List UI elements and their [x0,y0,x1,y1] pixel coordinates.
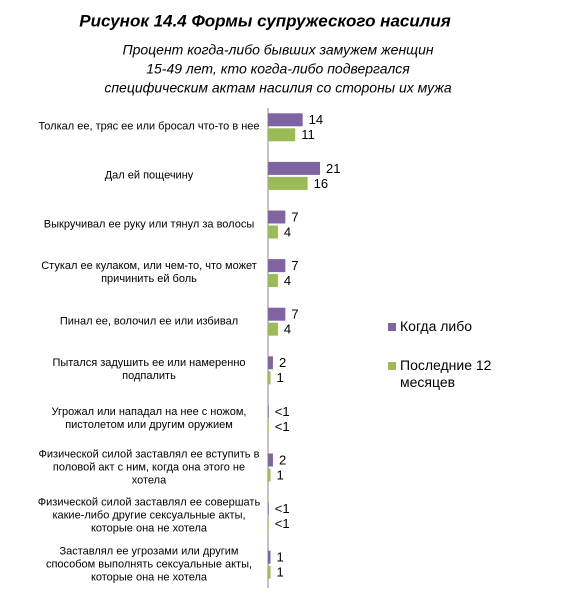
value-label: 7 [291,307,298,322]
bar [268,259,286,273]
chart-title: Рисунок 14.4 Формы супружеского насилия [79,11,450,30]
bar [268,322,278,336]
bar [268,453,273,467]
legend-label: Последние 12 месяцев [400,357,492,390]
subtitle: 15-49 лет, кто когда-либо подвергался [146,61,410,77]
value-label: <1 [275,501,290,516]
value-label: <1 [275,404,290,419]
category-label: Физической силой заставлял ее совершать … [37,496,261,535]
value-label: 7 [291,209,298,224]
value-label: 7 [291,258,298,273]
bar [268,113,303,127]
bar [268,307,286,321]
category-label: Дал ей пощечину [104,169,194,182]
bar [268,274,278,288]
category-label: Толкал ее, тряс ее или бросал что-то в н… [38,120,260,133]
bar [268,225,278,239]
value-label: 14 [309,112,323,127]
value-label: <1 [275,516,290,531]
category-label: Выкручивал ее руку или тянул за волосы [43,218,255,230]
category-label: Заставлял ее угрозами или другим способо… [45,545,253,584]
bar [268,565,271,579]
subtitle: специфическим актам насилия со стороны и… [104,80,452,96]
bar [268,210,286,224]
category-label: Физической силой заставлял ее вступить в… [38,448,260,486]
category-label: Угрожал или нападал на нее с ножом, пист… [51,405,247,431]
subtitle: Процент когда-либо бывших замужем женщин [122,42,433,58]
legend-swatch [388,323,396,331]
bar [268,517,269,531]
value-label: <1 [275,419,290,434]
bar [268,550,271,564]
category-label: Пинал ее, волочил ее или избивал [59,315,239,328]
bar [268,468,271,482]
legend-label: Когда либо [400,318,473,334]
value-label: 21 [326,161,340,176]
value-label: 2 [279,452,286,467]
bar [268,176,308,190]
value-label: 11 [301,127,315,142]
value-label: 1 [276,370,283,385]
value-label: 16 [314,176,328,191]
value-label: 1 [276,565,283,580]
bar [268,404,269,418]
bar [268,371,271,385]
bar [268,356,273,370]
bar [268,419,269,433]
value-label: 1 [276,467,283,482]
value-label: 4 [284,322,291,337]
value-label: 4 [284,273,291,288]
legend-swatch [388,362,396,370]
value-label: 2 [279,355,286,370]
value-label: 1 [276,550,283,565]
category-label: Пытался задушить ее или намеренно подпал… [52,357,246,383]
value-label: 4 [284,224,291,239]
bar [268,128,296,142]
category-label: Стукал ее кулаком, или чем-то, что может… [41,260,257,286]
bar [268,161,320,175]
bar [268,502,269,516]
